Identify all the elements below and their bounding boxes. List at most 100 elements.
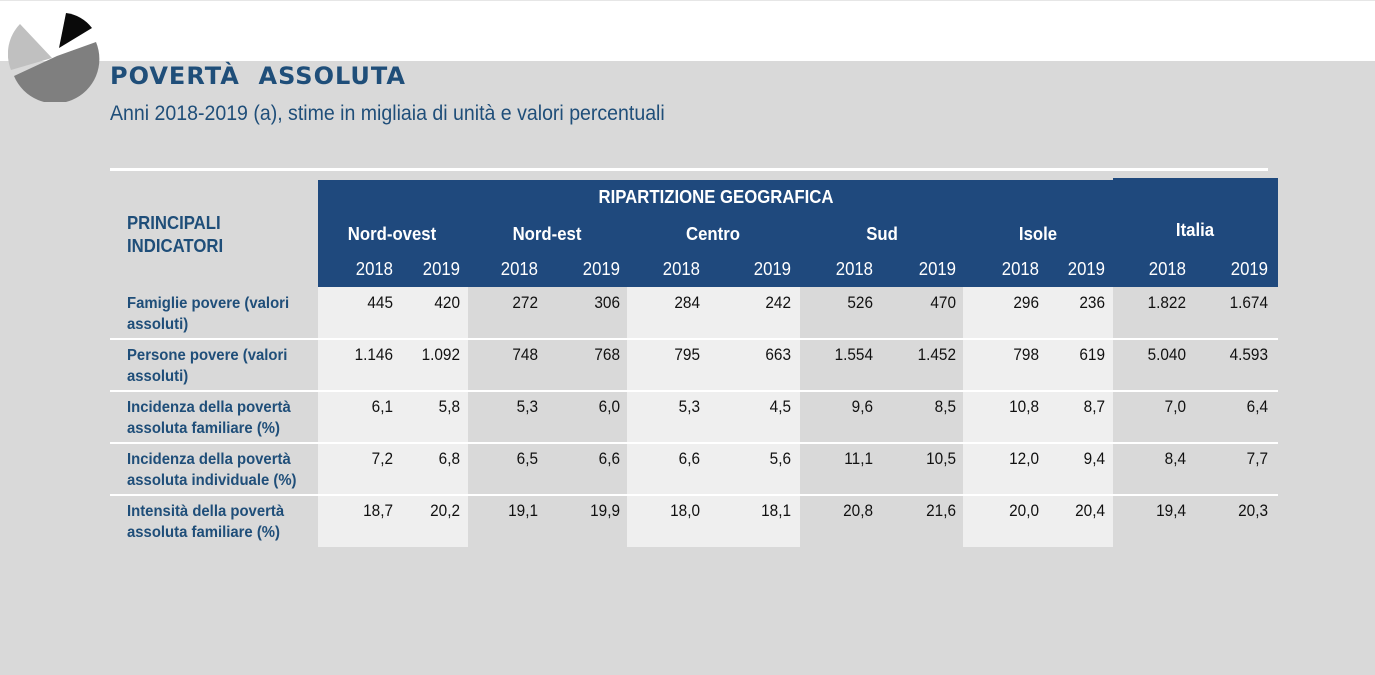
year-header: 2019 bbox=[1067, 259, 1105, 279]
table-cell: 6,1 bbox=[371, 398, 393, 416]
row-label: Famiglie povere (valori assoluti) bbox=[127, 293, 317, 335]
region-header: Nord-est bbox=[512, 224, 582, 244]
table-cell: 4,5 bbox=[769, 398, 791, 416]
table-cell: 8,5 bbox=[934, 398, 956, 416]
table-cell: 20,3 bbox=[1238, 502, 1268, 520]
table-cell: 18,7 bbox=[363, 502, 393, 520]
table-cell: 296 bbox=[1013, 294, 1039, 312]
table-cell: 4.593 bbox=[1229, 346, 1268, 364]
table-cell: 8,4 bbox=[1164, 450, 1186, 468]
table-cell: 6,6 bbox=[678, 450, 700, 468]
table-cell: 10,5 bbox=[926, 450, 956, 468]
row-label-text: Famiglie povere (valori assoluti) bbox=[127, 295, 290, 333]
table-cell: 5,6 bbox=[769, 450, 791, 468]
table-cell: 445 bbox=[367, 294, 393, 312]
row-label-text: Incidenza della povertà assoluta individ… bbox=[127, 451, 297, 489]
table-cell: 19,4 bbox=[1156, 502, 1186, 520]
year-header: 2018 bbox=[662, 259, 700, 279]
year-header: 2018 bbox=[835, 259, 873, 279]
region-header: Italia bbox=[1175, 220, 1215, 240]
row-separator bbox=[110, 390, 1278, 392]
region-header: Sud bbox=[866, 224, 898, 244]
table-cell: 6,5 bbox=[516, 450, 538, 468]
title-divider bbox=[110, 168, 1268, 171]
row-separator bbox=[110, 338, 1278, 340]
row-label: Incidenza della povertà assoluta familia… bbox=[127, 397, 317, 439]
region-header: Centro bbox=[686, 224, 740, 244]
table-cell: 768 bbox=[594, 346, 620, 364]
row-label-text: Incidenza della povertà assoluta familia… bbox=[127, 399, 291, 437]
year-header: 2019 bbox=[422, 259, 460, 279]
table-cell: 7,2 bbox=[371, 450, 393, 468]
table-cell: 526 bbox=[847, 294, 873, 312]
table-cell: 11,1 bbox=[844, 450, 873, 468]
year-header: 2018 bbox=[1148, 259, 1186, 279]
row-label: Persone povere (valori assoluti) bbox=[127, 345, 317, 387]
top-band bbox=[0, 0, 1375, 61]
table-cell: 1.822 bbox=[1147, 294, 1186, 312]
table-cell: 619 bbox=[1079, 346, 1105, 364]
table-cell: 5,8 bbox=[438, 398, 460, 416]
table-cell: 236 bbox=[1079, 294, 1105, 312]
table-corner-label: PRINCIPALI INDICATORI bbox=[127, 213, 224, 256]
row-label: Incidenza della povertà assoluta individ… bbox=[127, 449, 317, 491]
group-header: RIPARTIZIONE GEOGRAFICA bbox=[598, 187, 834, 207]
table-cell: 6,6 bbox=[598, 450, 620, 468]
table-cell: 9,4 bbox=[1083, 450, 1105, 468]
page-title: POVERTÀ ASSOLUTA bbox=[110, 62, 406, 90]
row-label-text: Persone povere (valori assoluti) bbox=[127, 347, 288, 385]
table-cell: 19,9 bbox=[590, 502, 620, 520]
row-label: Intensità della povertà assoluta familia… bbox=[127, 501, 317, 543]
table-cell: 1.092 bbox=[421, 346, 460, 364]
table-cell: 5.040 bbox=[1147, 346, 1186, 364]
table-cell: 272 bbox=[512, 294, 538, 312]
table-cell: 6,4 bbox=[1246, 398, 1268, 416]
year-header: 2019 bbox=[582, 259, 620, 279]
year-header: 2019 bbox=[753, 259, 791, 279]
italia-header-bg bbox=[1113, 178, 1278, 287]
table-cell: 19,1 bbox=[508, 502, 538, 520]
table-cell: 20,2 bbox=[430, 502, 460, 520]
table-cell: 1.146 bbox=[354, 346, 393, 364]
year-header: 2018 bbox=[355, 259, 393, 279]
row-separator bbox=[110, 494, 1278, 496]
row-separator bbox=[110, 442, 1278, 444]
table-cell: 242 bbox=[765, 294, 791, 312]
table-cell: 748 bbox=[512, 346, 538, 364]
table-cell: 8,7 bbox=[1083, 398, 1105, 416]
table-cell: 420 bbox=[434, 294, 460, 312]
table-cell: 9,6 bbox=[851, 398, 873, 416]
pie-chart-logo-icon bbox=[8, 13, 100, 102]
table-cell: 7,0 bbox=[1164, 398, 1186, 416]
table-cell: 10,8 bbox=[1009, 398, 1039, 416]
table-cell: 7,7 bbox=[1246, 450, 1268, 468]
column-band bbox=[318, 287, 468, 547]
column-band bbox=[963, 287, 1113, 547]
table-cell: 795 bbox=[674, 346, 700, 364]
table-cell: 284 bbox=[674, 294, 700, 312]
table-cell: 20,4 bbox=[1075, 502, 1105, 520]
table-cell: 798 bbox=[1013, 346, 1039, 364]
table-cell: 5,3 bbox=[678, 398, 700, 416]
table-cell: 18,1 bbox=[761, 502, 791, 520]
table-cell: 12,0 bbox=[1009, 450, 1039, 468]
page-subtitle: Anni 2018-2019 (a), stime in migliaia di… bbox=[110, 102, 665, 125]
table-cell: 306 bbox=[594, 294, 620, 312]
region-header: Nord-ovest bbox=[347, 224, 437, 244]
group-header-bg bbox=[318, 180, 1114, 287]
table-cell: 18,0 bbox=[670, 502, 700, 520]
column-band bbox=[627, 287, 800, 547]
table-cell: 21,6 bbox=[926, 502, 956, 520]
year-header: 2019 bbox=[1230, 259, 1268, 279]
table-cell: 663 bbox=[765, 346, 791, 364]
table-cell: 470 bbox=[930, 294, 956, 312]
table-cell: 1.674 bbox=[1229, 294, 1268, 312]
table-cell: 6,8 bbox=[438, 450, 460, 468]
year-header: 2018 bbox=[1001, 259, 1039, 279]
table-cell: 1.554 bbox=[834, 346, 873, 364]
table-cell: 20,8 bbox=[843, 502, 873, 520]
table-cell: 20,0 bbox=[1009, 502, 1039, 520]
table-cell: 1.452 bbox=[917, 346, 956, 364]
table-cell: 5,3 bbox=[516, 398, 538, 416]
year-header: 2019 bbox=[918, 259, 956, 279]
